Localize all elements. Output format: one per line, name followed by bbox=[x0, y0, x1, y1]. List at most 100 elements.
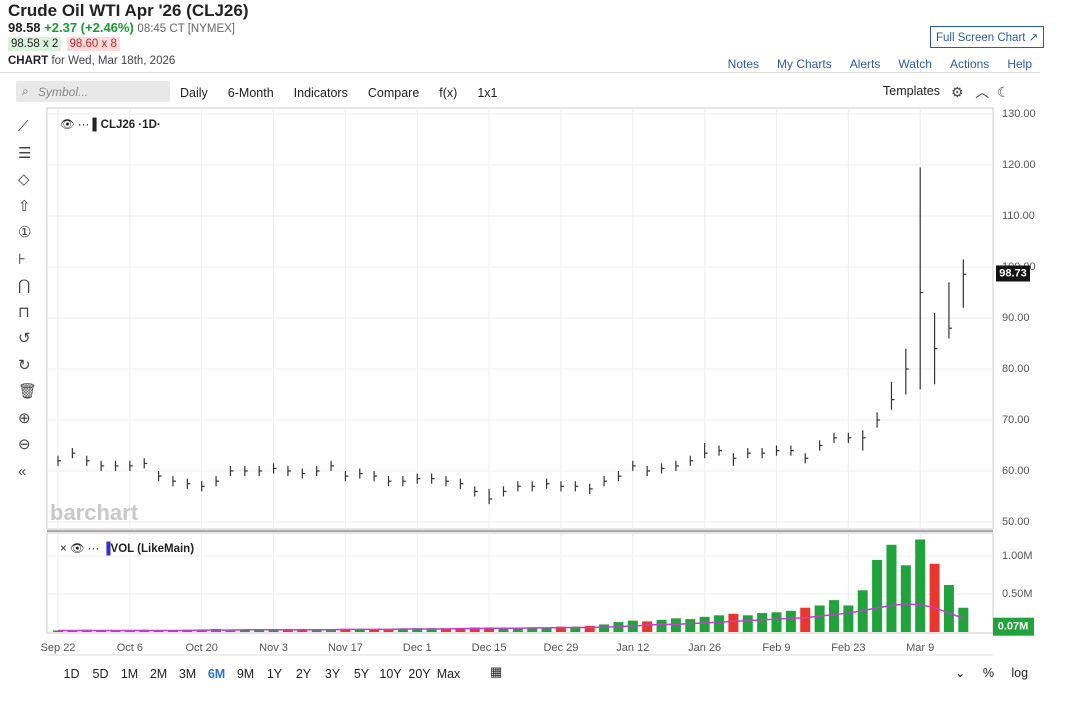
volume-bar bbox=[828, 600, 839, 632]
volume-bar bbox=[340, 628, 351, 632]
range-item[interactable]: 5Y bbox=[353, 667, 370, 681]
y-tick-label: 130.00 bbox=[1002, 108, 1036, 120]
chart-label: CHART bbox=[8, 55, 49, 67]
volume-bar bbox=[656, 619, 667, 632]
range-item[interactable]: 6M bbox=[207, 667, 226, 681]
range-item[interactable]: 1M bbox=[120, 667, 139, 681]
range-item[interactable]: Max bbox=[436, 667, 461, 681]
volume-bar bbox=[440, 628, 451, 632]
percent[interactable]: % bbox=[982, 666, 994, 680]
range-bar: 1D 5D 1M 2M 3M 6M 9M 1Y 2Y 3Y 5Y 10Y 20Y Max bbox=[57, 665, 463, 683]
menu-item[interactable]: Alerts bbox=[849, 57, 881, 71]
y-tick-label: 70.00 bbox=[1002, 414, 1030, 426]
date: for Wed, Mar 18th, 2026 bbox=[51, 55, 176, 67]
y-tick-label: 60.00 bbox=[1002, 465, 1030, 477]
volume-bar bbox=[512, 628, 523, 632]
volume-bar bbox=[555, 626, 566, 632]
range-item[interactable]: 5D bbox=[92, 667, 109, 681]
log[interactable]: log bbox=[1011, 666, 1029, 680]
range-item[interactable]: 1Y bbox=[266, 667, 283, 681]
volume-bar bbox=[699, 616, 710, 632]
volume-bar bbox=[254, 629, 265, 632]
range-item[interactable]: 1D bbox=[63, 667, 80, 681]
y-tick-label: 1.00M bbox=[1002, 550, 1033, 562]
symbol-box[interactable]: ⌕ Symbol... bbox=[16, 81, 170, 102]
range-item[interactable]: 2Y bbox=[295, 667, 312, 681]
toolbar-item[interactable]: Indicators bbox=[293, 86, 348, 100]
volume-bar bbox=[326, 628, 337, 632]
toolbar-item[interactable]: Compare bbox=[367, 86, 420, 100]
range-item[interactable]: 10Y bbox=[379, 667, 402, 681]
volume-bar bbox=[599, 624, 610, 632]
toolbar: Daily 6-Month Indicators Compare f(x) 1x1 bbox=[180, 84, 518, 102]
volume-legend-text: VOL (LikeMain) bbox=[110, 543, 195, 555]
x-tick-label: Dec 1 bbox=[403, 642, 432, 654]
volume-bar bbox=[900, 565, 911, 632]
price-legend-text: CLJ26 ·1D· bbox=[100, 119, 161, 131]
bid-ask: 98.58 x 2 98.60 x 8 bbox=[8, 37, 120, 51]
range-item[interactable]: 3Y bbox=[324, 667, 341, 681]
volume-bar bbox=[642, 621, 653, 632]
calendar-icon[interactable]: ▦ bbox=[490, 664, 503, 679]
volume-bar bbox=[53, 630, 63, 632]
volume-panel bbox=[46, 532, 994, 634]
price-legend: 👁 ··· ▌CLJ26 ·1D· bbox=[60, 119, 161, 131]
menu-item[interactable]: My Charts bbox=[777, 57, 832, 71]
volume-bar bbox=[383, 628, 394, 632]
toolbar-item[interactable]: f(x) bbox=[439, 86, 458, 100]
volume-bar bbox=[397, 628, 408, 632]
symbol-placeholder: Symbol... bbox=[38, 85, 89, 99]
menu: Notes My Charts Alerts Watch Actions Help bbox=[710, 55, 1032, 73]
x-tick-label: Jan 26 bbox=[688, 642, 721, 654]
range-item[interactable]: 20Y bbox=[408, 667, 431, 681]
quote: 98.58 +2.37 (+2.46%) 08:45 CT [NYMEX] bbox=[8, 20, 235, 35]
x-tick-label: Oct 6 bbox=[117, 642, 143, 654]
y-tick-label: 90.00 bbox=[1002, 312, 1030, 324]
x-tick-label: Dec 29 bbox=[544, 642, 579, 654]
menu-item[interactable]: Actions bbox=[949, 57, 990, 71]
volume-bar bbox=[943, 584, 954, 632]
range-item[interactable]: 3M bbox=[178, 667, 197, 681]
volume-bar bbox=[843, 605, 854, 632]
last-price-label: 98.73 bbox=[999, 267, 1027, 279]
volume-bar bbox=[915, 539, 926, 632]
toolbar-item[interactable]: Daily bbox=[180, 86, 208, 100]
volume-bar bbox=[785, 610, 796, 632]
menu-item[interactable]: Watch bbox=[898, 57, 932, 71]
volume-bar bbox=[110, 630, 121, 632]
x-tick-label: Feb 23 bbox=[831, 642, 865, 654]
x-tick-label: Nov 3 bbox=[259, 642, 288, 654]
bid: 98.58 x 2 bbox=[8, 37, 62, 51]
volume-bar bbox=[369, 629, 380, 632]
volume-ma bbox=[58, 603, 964, 632]
change: +2.37 (+2.46%) bbox=[44, 20, 134, 35]
volume-bar bbox=[412, 628, 423, 632]
volume-bar bbox=[124, 630, 135, 632]
volume-bar bbox=[426, 628, 437, 632]
x-tick-label: Feb 9 bbox=[762, 642, 790, 654]
x-tick-label: Dec 15 bbox=[472, 642, 507, 654]
volume-bar bbox=[484, 627, 495, 632]
last-volume-label: 0.07M bbox=[998, 621, 1029, 633]
title: Crude Oil WTI Apr '26 (CLJ26) bbox=[8, 1, 249, 20]
volume-bar bbox=[584, 625, 595, 632]
divider bbox=[0, 72, 1040, 73]
templates[interactable]: Templates bbox=[883, 84, 940, 98]
volume-bar bbox=[469, 627, 480, 632]
menu-item[interactable]: Notes bbox=[727, 57, 760, 71]
volume-bar bbox=[757, 613, 768, 632]
full-screen-button[interactable]: Full Screen Chart ↗ bbox=[930, 26, 1045, 48]
volume-bar bbox=[354, 628, 365, 632]
volume-bar bbox=[742, 615, 753, 632]
volume-bar bbox=[541, 627, 552, 632]
range-item[interactable]: 9M bbox=[236, 667, 255, 681]
volume-bar bbox=[685, 619, 696, 632]
toolbar-item[interactable]: 1x1 bbox=[477, 86, 498, 100]
volume-bar bbox=[771, 612, 782, 632]
volume-bar bbox=[282, 628, 293, 632]
watermark: barchart bbox=[50, 500, 139, 525]
menu-item[interactable]: Help bbox=[1007, 57, 1032, 71]
volume-bar bbox=[167, 630, 178, 632]
range-item[interactable]: 2M bbox=[149, 667, 168, 681]
toolbar-item[interactable]: 6-Month bbox=[227, 86, 274, 100]
